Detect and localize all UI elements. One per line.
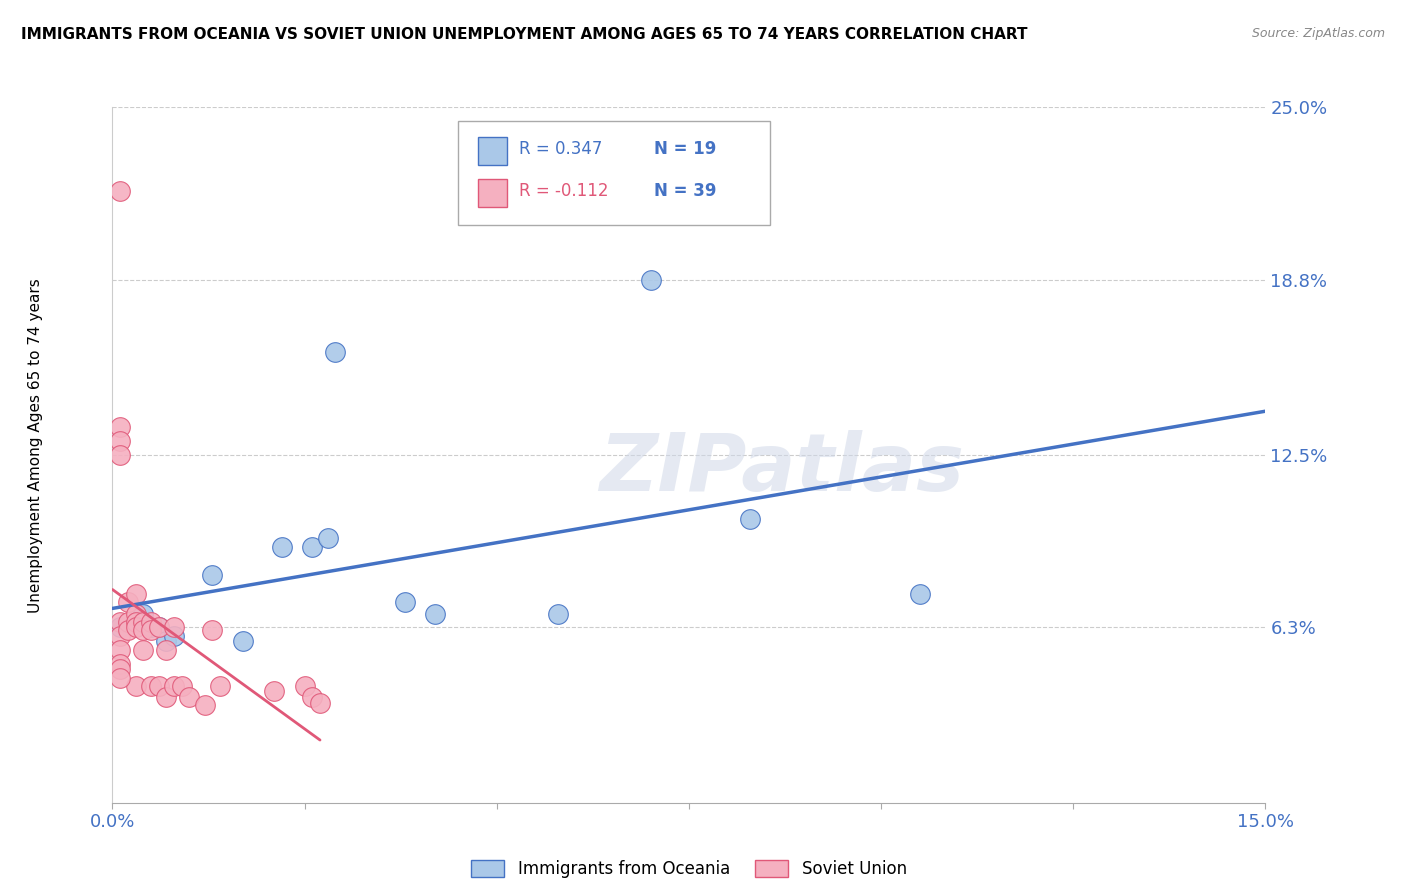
Point: [108, 615, 131, 629]
Text: R = -0.112: R = -0.112: [519, 182, 609, 200]
Point: [108, 642, 131, 657]
Point: [124, 607, 146, 621]
Point: [309, 696, 332, 710]
Point: [425, 607, 447, 621]
Point: [108, 434, 131, 448]
Point: [908, 587, 931, 601]
Point: [124, 615, 146, 629]
Point: [301, 690, 323, 704]
Text: Source: ZipAtlas.com: Source: ZipAtlas.com: [1251, 27, 1385, 40]
Point: [301, 540, 323, 554]
Point: [194, 698, 217, 713]
Point: [132, 642, 155, 657]
Point: [108, 420, 131, 434]
Point: [108, 620, 131, 634]
Point: [124, 615, 146, 629]
Point: [163, 679, 186, 693]
Point: [316, 532, 339, 546]
Point: [263, 684, 285, 698]
Point: [232, 634, 254, 648]
Point: [139, 624, 162, 638]
Point: [294, 679, 316, 693]
Text: R = 0.347: R = 0.347: [519, 140, 603, 158]
Point: [179, 690, 201, 704]
Text: N = 19: N = 19: [654, 140, 717, 158]
Point: [155, 642, 177, 657]
Point: [124, 679, 146, 693]
Point: [209, 679, 232, 693]
Point: [124, 620, 146, 634]
Point: [547, 607, 569, 621]
Point: [139, 679, 162, 693]
Point: [148, 620, 170, 634]
Point: [394, 595, 416, 609]
Point: [155, 690, 177, 704]
Point: [325, 345, 347, 359]
Point: [117, 615, 139, 629]
Point: [132, 607, 155, 621]
Text: N = 39: N = 39: [654, 182, 717, 200]
Point: [108, 671, 131, 685]
Point: [124, 587, 146, 601]
Point: [132, 624, 155, 638]
Point: [640, 272, 662, 286]
Point: [270, 540, 292, 554]
Point: [740, 512, 762, 526]
Point: [155, 634, 177, 648]
Point: [108, 184, 131, 198]
Point: [108, 662, 131, 676]
Point: [108, 448, 131, 462]
Point: [170, 679, 193, 693]
Point: [117, 595, 139, 609]
Text: IMMIGRANTS FROM OCEANIA VS SOVIET UNION UNEMPLOYMENT AMONG AGES 65 TO 74 YEARS C: IMMIGRANTS FROM OCEANIA VS SOVIET UNION …: [21, 27, 1028, 42]
Point: [201, 567, 224, 582]
Text: Unemployment Among Ages 65 to 74 years: Unemployment Among Ages 65 to 74 years: [28, 278, 42, 614]
Point: [148, 620, 170, 634]
Point: [201, 624, 224, 638]
Point: [139, 620, 162, 634]
Point: [163, 620, 186, 634]
FancyBboxPatch shape: [478, 178, 506, 207]
Point: [132, 615, 155, 629]
FancyBboxPatch shape: [478, 137, 506, 166]
FancyBboxPatch shape: [458, 121, 769, 226]
Point: [139, 615, 162, 629]
Point: [108, 657, 131, 671]
Text: ZIPatlas: ZIPatlas: [599, 430, 963, 508]
Legend: Immigrants from Oceania, Soviet Union: Immigrants from Oceania, Soviet Union: [464, 854, 914, 885]
Point: [108, 629, 131, 643]
Point: [163, 629, 186, 643]
Point: [117, 624, 139, 638]
Point: [148, 679, 170, 693]
